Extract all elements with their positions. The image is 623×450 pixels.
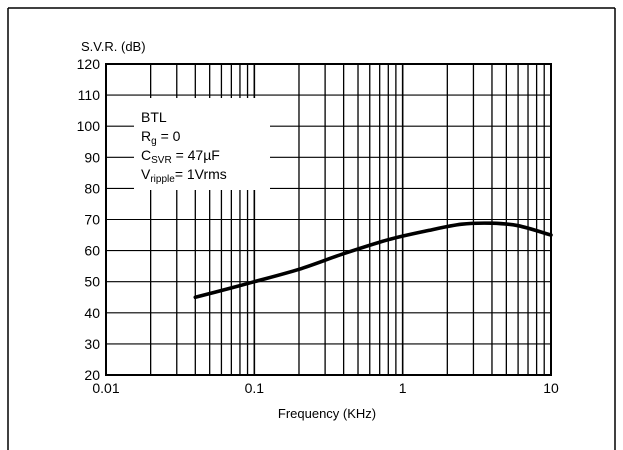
annotation-main: BTL (141, 109, 167, 125)
y-tick-label: 40 (84, 305, 100, 321)
annotation-background (134, 98, 270, 190)
x-tick-label: 0.01 (92, 380, 119, 396)
y-tick-label: 50 (84, 274, 100, 290)
annotation-subscript: ripple (150, 174, 175, 185)
annotation-line: Vripple= 1Vrms (141, 166, 227, 185)
y-tick-label: 80 (84, 180, 100, 196)
annotation-rest: = 0 (157, 128, 181, 144)
y-tick-label: 70 (84, 212, 100, 228)
x-tick-label: 10 (543, 380, 559, 396)
plot-border (105, 63, 552, 376)
annotation-main: R (141, 128, 151, 144)
annotation-main: V (141, 166, 151, 182)
annotation-rest: = 47µF (172, 147, 220, 163)
x-tick-label: 1 (399, 380, 407, 396)
y-tick-label: 20 (84, 367, 100, 383)
y-axis-label: S.V.R. (dB) (81, 39, 146, 54)
annotation-line: BTL (141, 109, 167, 125)
y-tick-label: 110 (78, 87, 101, 103)
annotation-subscript: g (151, 136, 157, 147)
axes (105, 63, 552, 376)
annotation-subscript: SVR (151, 155, 172, 166)
x-axis-label: Frequency (KHz) (278, 406, 376, 421)
annotation-line: CSVR = 47µF (141, 147, 220, 166)
annotation-line: Rg = 0 (141, 128, 181, 147)
y-tick-label: 100 (77, 118, 101, 134)
y-tick-label: 30 (84, 336, 100, 352)
annotation-rest: = 1Vrms (175, 166, 227, 182)
series-layer (193, 221, 553, 300)
x-tick-label: 0.1 (245, 380, 265, 396)
y-tick-label: 120 (77, 56, 101, 72)
svr-curve (193, 221, 553, 300)
annotation-main: C (141, 147, 151, 163)
y-tick-label: 60 (84, 243, 100, 259)
y-tick-label: 90 (84, 149, 100, 165)
